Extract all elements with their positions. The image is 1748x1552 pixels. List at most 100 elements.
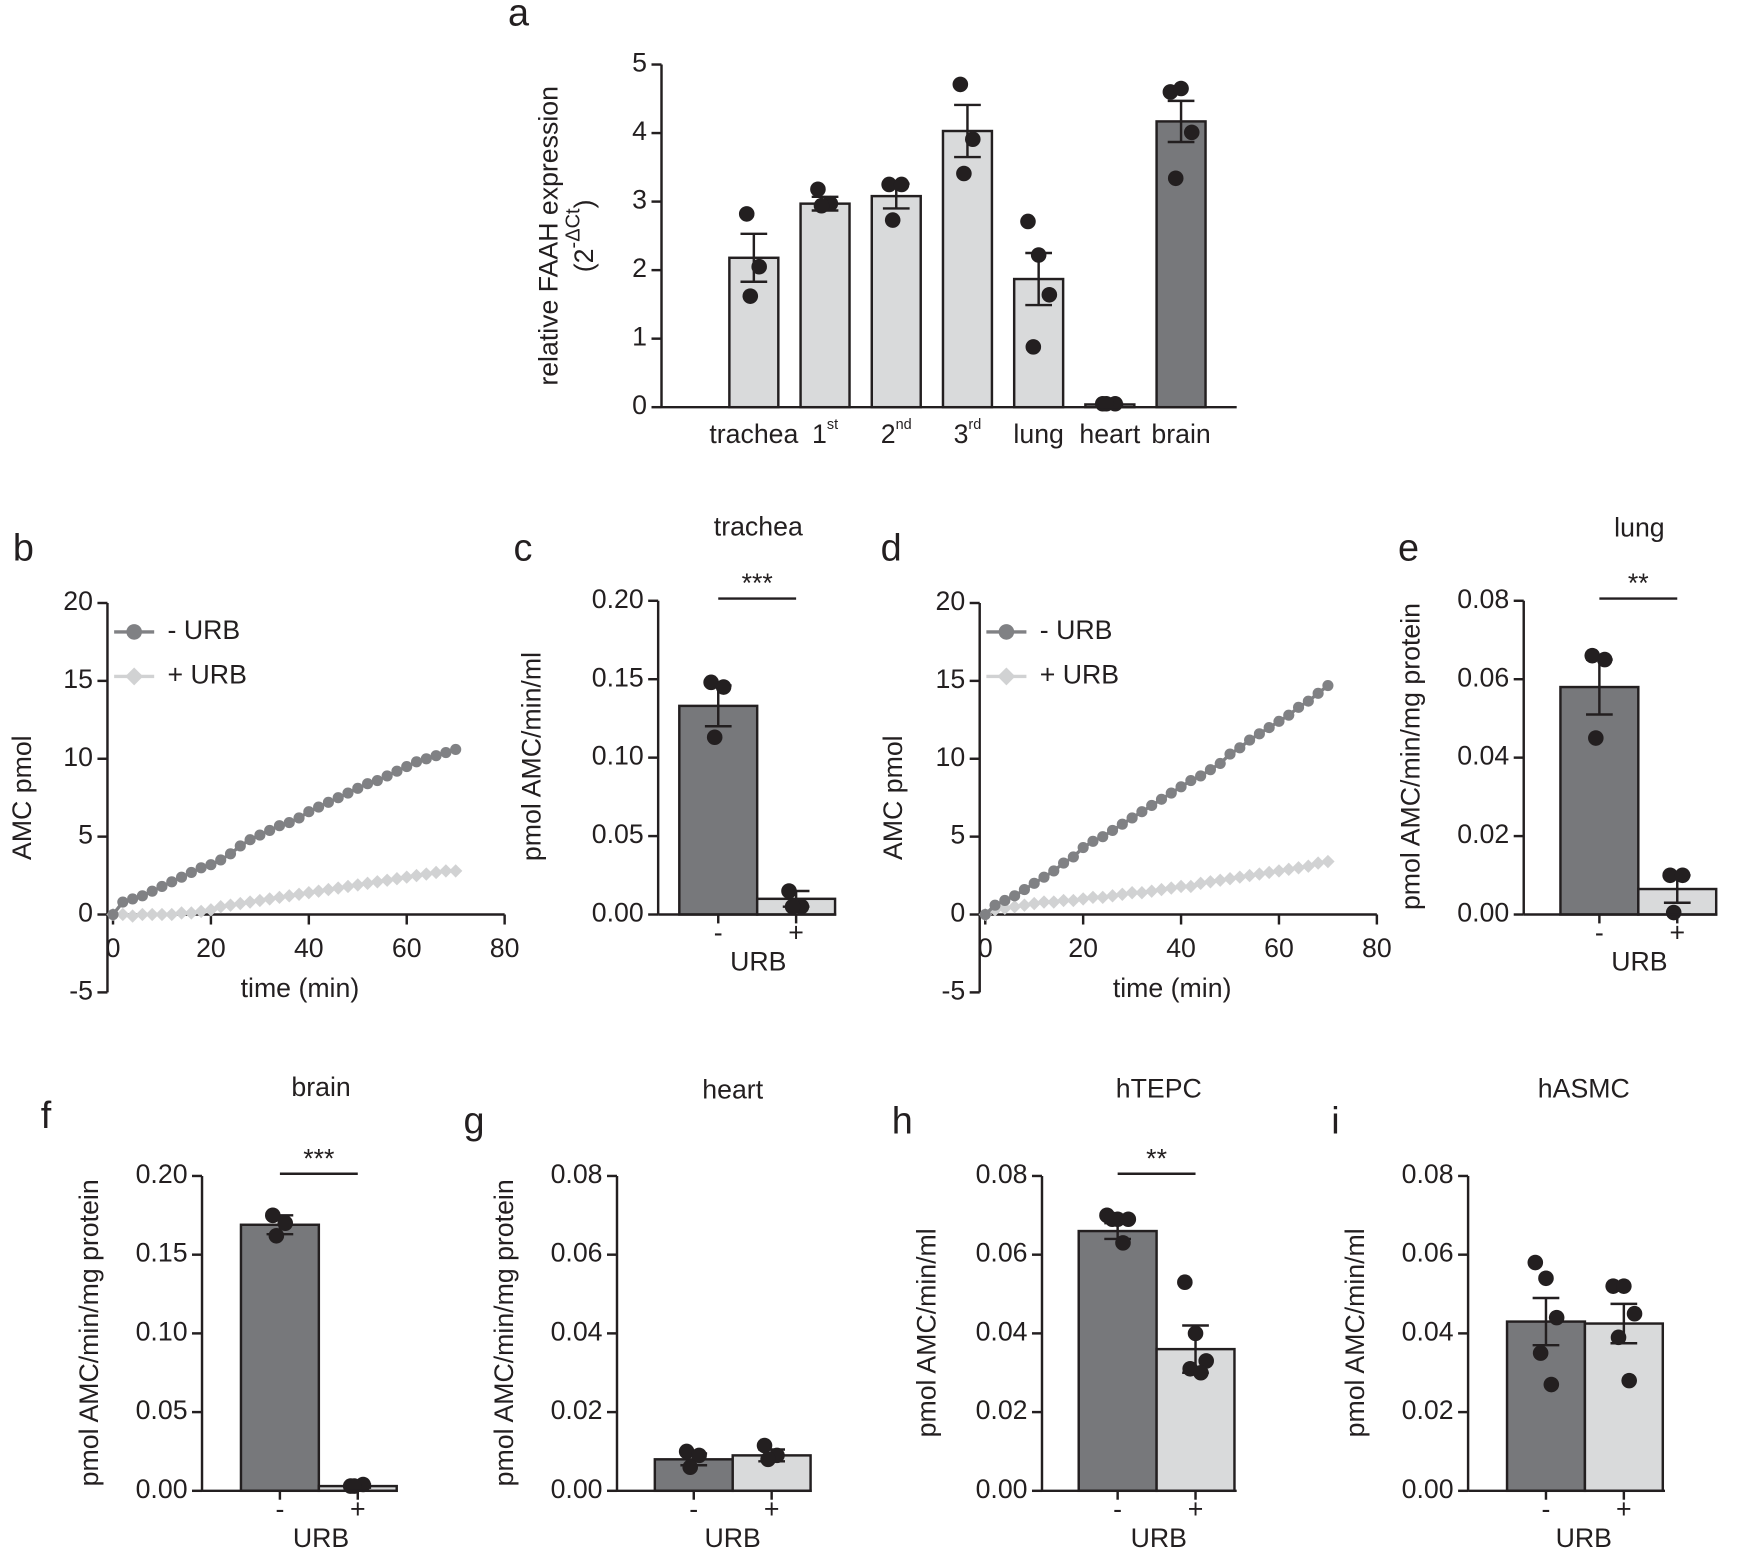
data-point (1175, 781, 1187, 793)
data-point (781, 883, 797, 899)
data-point (884, 212, 901, 228)
y-tick-label: 0 (632, 390, 647, 420)
data-point (1543, 1376, 1560, 1393)
y-tick-label: 20 (936, 586, 966, 616)
data-point (1067, 851, 1079, 863)
data-point (1584, 647, 1601, 664)
data-point (952, 76, 969, 93)
data-point (331, 881, 345, 895)
y-tick-label: 0.04 (1402, 1316, 1454, 1346)
data-point (1087, 835, 1099, 847)
x-tick-label-superscript: rd (968, 417, 981, 433)
data-point (321, 882, 336, 897)
data-point (352, 782, 364, 794)
data-point (175, 871, 188, 883)
data-point (1234, 742, 1246, 754)
panel-label: a (508, 0, 530, 35)
y-tick-label: 0.08 (1402, 1159, 1454, 1189)
data-point (341, 879, 355, 894)
chart-title: trachea (714, 512, 803, 542)
x-tick-label: 20 (196, 933, 226, 963)
legend-marker (998, 624, 1015, 640)
x-tick-label-text: 1 (812, 419, 827, 449)
data-point (205, 859, 217, 871)
x-axis-label: URB (730, 947, 786, 977)
y-tick-label: 2 (632, 253, 647, 283)
data-point (1173, 80, 1189, 97)
x-tick-label-text: 2 (881, 419, 896, 449)
x-tick-label: 40 (294, 933, 324, 963)
y-axis-label: AMC pmol (7, 735, 37, 860)
chart-title: heart (702, 1074, 763, 1104)
y-tick-label: 10 (936, 742, 966, 772)
data-point (810, 181, 826, 198)
data-point (214, 900, 228, 914)
panel-label: c (514, 528, 533, 570)
data-point (1009, 890, 1021, 902)
data-point (449, 864, 463, 878)
data-point (1283, 709, 1295, 721)
y-tick-label: 0.20 (136, 1159, 188, 1189)
data-point (1126, 812, 1138, 824)
data-point (1244, 734, 1256, 746)
y-tick-label: 0 (950, 898, 965, 928)
data-point (813, 197, 830, 214)
data-point (1674, 867, 1691, 884)
data-point (1047, 895, 1061, 909)
x-tick-label: - (275, 1494, 284, 1524)
data-point (1098, 395, 1115, 412)
y-axis-label: pmol AMC/min/ml (1340, 1228, 1370, 1437)
y-axis-label: AMC pmol (878, 735, 908, 860)
data-point (1292, 701, 1305, 713)
data-point (233, 896, 247, 911)
y-tick-label: 0.00 (551, 1474, 603, 1504)
significance-label: *** (742, 568, 773, 598)
data-point (277, 1215, 294, 1231)
data-point (1058, 857, 1070, 869)
data-point (1076, 892, 1090, 906)
data-point (195, 862, 207, 874)
data-point (253, 893, 267, 908)
y-axis-label-superscript: -ΔCt (563, 208, 585, 248)
data-point (1007, 900, 1022, 914)
x-tick-label: + (1616, 1494, 1632, 1524)
data-point (756, 1437, 773, 1454)
data-point (401, 760, 413, 773)
data-point (268, 1227, 285, 1244)
data-point (682, 1459, 698, 1475)
data-point (1605, 1278, 1621, 1294)
y-tick-label: 0.06 (976, 1238, 1028, 1268)
data-point (1203, 875, 1218, 889)
y-tick-label: 0.02 (1402, 1395, 1454, 1425)
y-tick-label: 0.04 (551, 1316, 603, 1346)
y-tick-label: 0.00 (592, 898, 644, 928)
data-point (1154, 882, 1169, 897)
bar (1583, 1322, 1665, 1493)
data-point (1596, 651, 1613, 668)
bar (799, 202, 851, 409)
error-bar (954, 103, 981, 159)
panel-label: g (463, 1101, 484, 1143)
data-point (1135, 886, 1149, 900)
data-point (429, 865, 443, 880)
x-tick-label: lung (1013, 419, 1063, 449)
data-point (1077, 841, 1089, 854)
x-tick-label: 0 (106, 933, 121, 963)
significance-label: *** (303, 1143, 334, 1173)
x-tick-label-text: - (1113, 1494, 1122, 1524)
legend-label: - URB (168, 615, 241, 645)
legend-marker (126, 624, 142, 640)
data-point (1187, 1325, 1204, 1342)
data-point (1610, 1329, 1627, 1346)
data-point (136, 890, 148, 902)
error-bar (1532, 1296, 1560, 1347)
y-axis-label: pmol AMC/min/mg protein (489, 1179, 519, 1486)
data-point (1041, 287, 1058, 303)
data-point (410, 756, 423, 768)
y-tick-label: 0.08 (976, 1159, 1028, 1189)
y-axis-label-part: (2 (569, 248, 599, 272)
data-point (282, 889, 296, 903)
x-tick-label: heart (1079, 419, 1140, 449)
data-point (322, 796, 334, 808)
x-tick-label: + (350, 1494, 366, 1524)
